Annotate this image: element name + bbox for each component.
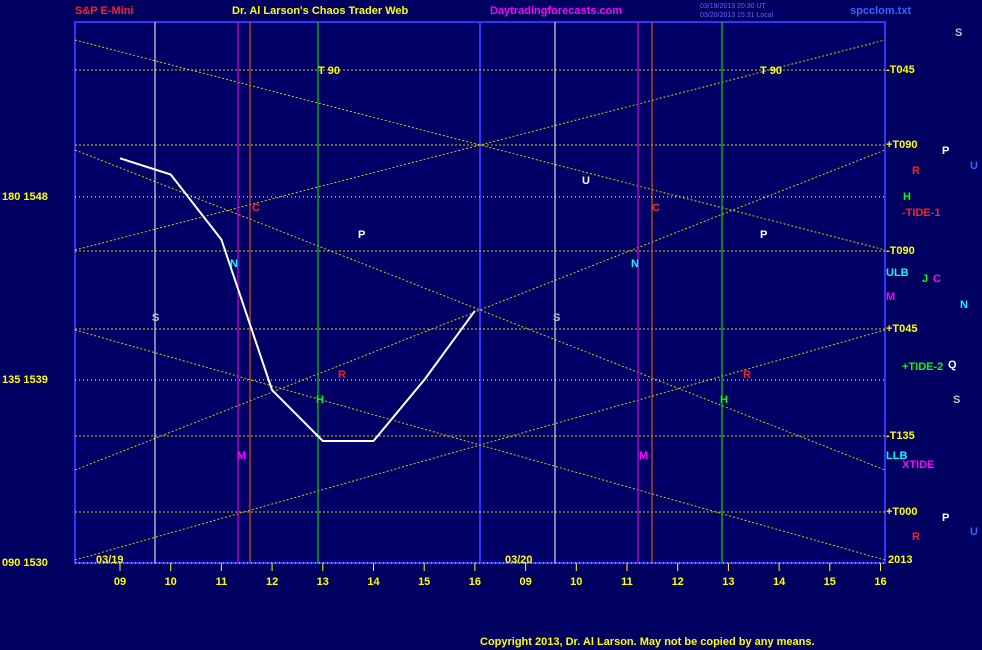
x-tick-label: 15 xyxy=(418,576,430,588)
level-label: XTIDE xyxy=(902,459,934,471)
level-label: U xyxy=(970,160,978,172)
planet-marker: C xyxy=(652,202,660,214)
level-label: +TIDE-2 xyxy=(902,361,943,373)
date-label: 03/19 xyxy=(96,554,124,566)
level-label: +T000 xyxy=(886,506,918,518)
planet-marker: C xyxy=(252,202,260,214)
level-label: P xyxy=(942,145,949,157)
level-label: -T135 xyxy=(886,430,915,442)
y-tick-label: 135 1539 xyxy=(2,374,48,386)
planet-marker: M xyxy=(237,450,246,462)
level-label: M xyxy=(886,291,895,303)
x-tick-label: 14 xyxy=(367,576,380,588)
planet-marker: T 90 xyxy=(318,65,340,77)
level-label: H xyxy=(903,191,911,203)
planet-marker: N xyxy=(631,258,639,270)
level-label: LLB xyxy=(886,450,907,462)
y-tick-label: 180 1548 xyxy=(2,191,48,203)
y-tick-label: 090 1530 xyxy=(2,557,48,569)
file-name: spcclom.txt xyxy=(850,5,911,17)
x-tick-label: 12 xyxy=(672,576,684,588)
x-tick-label: 10 xyxy=(165,576,177,588)
x-tick-label: 11 xyxy=(621,576,633,588)
price-line xyxy=(119,157,476,442)
symbol: S&P E-Mini xyxy=(75,5,133,17)
level-label: -T090 xyxy=(886,245,915,257)
time-lines xyxy=(154,22,723,563)
level-label: -TIDE-1 xyxy=(902,207,941,219)
level-label: U xyxy=(970,526,978,538)
x-tick-label: 14 xyxy=(773,576,786,588)
planet-marker: P xyxy=(358,229,365,241)
planet-marker: P xyxy=(760,229,767,241)
x-tick-label: 10 xyxy=(570,576,582,588)
level-label: ULB xyxy=(886,267,909,279)
planet-marker: R xyxy=(743,369,751,381)
planet-marker: T 90 xyxy=(760,65,782,77)
x-tick-label: 09 xyxy=(519,576,531,588)
x-tick-label: 13 xyxy=(722,576,734,588)
level-label: +T045 xyxy=(886,323,918,335)
level-label: Q xyxy=(948,359,957,371)
level-label: +T090 xyxy=(886,139,918,151)
level-label: J xyxy=(922,273,928,285)
date-label: 03/20 xyxy=(505,554,533,566)
stamp: 03/20/2013 15:31 Local xyxy=(700,12,774,19)
planet-marker: S xyxy=(553,312,560,324)
level-label: -T045 xyxy=(886,64,915,76)
planet-marker: H xyxy=(720,394,728,406)
level-label: R xyxy=(912,531,920,543)
year: 2013 xyxy=(888,554,912,566)
harmonic-lines xyxy=(74,39,886,561)
planet-marker: S xyxy=(152,312,159,324)
x-tick-label: 16 xyxy=(874,576,886,588)
planet-marker: H xyxy=(316,394,324,406)
planet-marker: M xyxy=(639,450,648,462)
level-label: P xyxy=(942,512,949,524)
x-tick-label: 09 xyxy=(114,576,126,588)
planet-marker: N xyxy=(230,258,238,270)
level-label: R xyxy=(912,165,920,177)
x-tick-label: 13 xyxy=(317,576,329,588)
level-label: S xyxy=(953,394,960,406)
x-tick-label: 12 xyxy=(266,576,278,588)
x-tick-label: 16 xyxy=(469,576,481,588)
planet-marker: R xyxy=(338,369,346,381)
level-label: S xyxy=(955,27,962,39)
x-tick-label: 15 xyxy=(824,576,836,588)
x-tick-label: 11 xyxy=(216,576,228,588)
title: Dr. Al Larson's Chaos Trader Web xyxy=(232,5,409,17)
level-label: N xyxy=(960,299,968,311)
copyright: Copyright 2013, Dr. Al Larson. May not b… xyxy=(480,636,815,648)
stamp: 03/19/2013 20:30 UT xyxy=(700,3,766,10)
site: Daytradingforecasts.com xyxy=(490,5,622,17)
planet-marker: U xyxy=(582,175,590,187)
level-label: C xyxy=(933,273,941,285)
